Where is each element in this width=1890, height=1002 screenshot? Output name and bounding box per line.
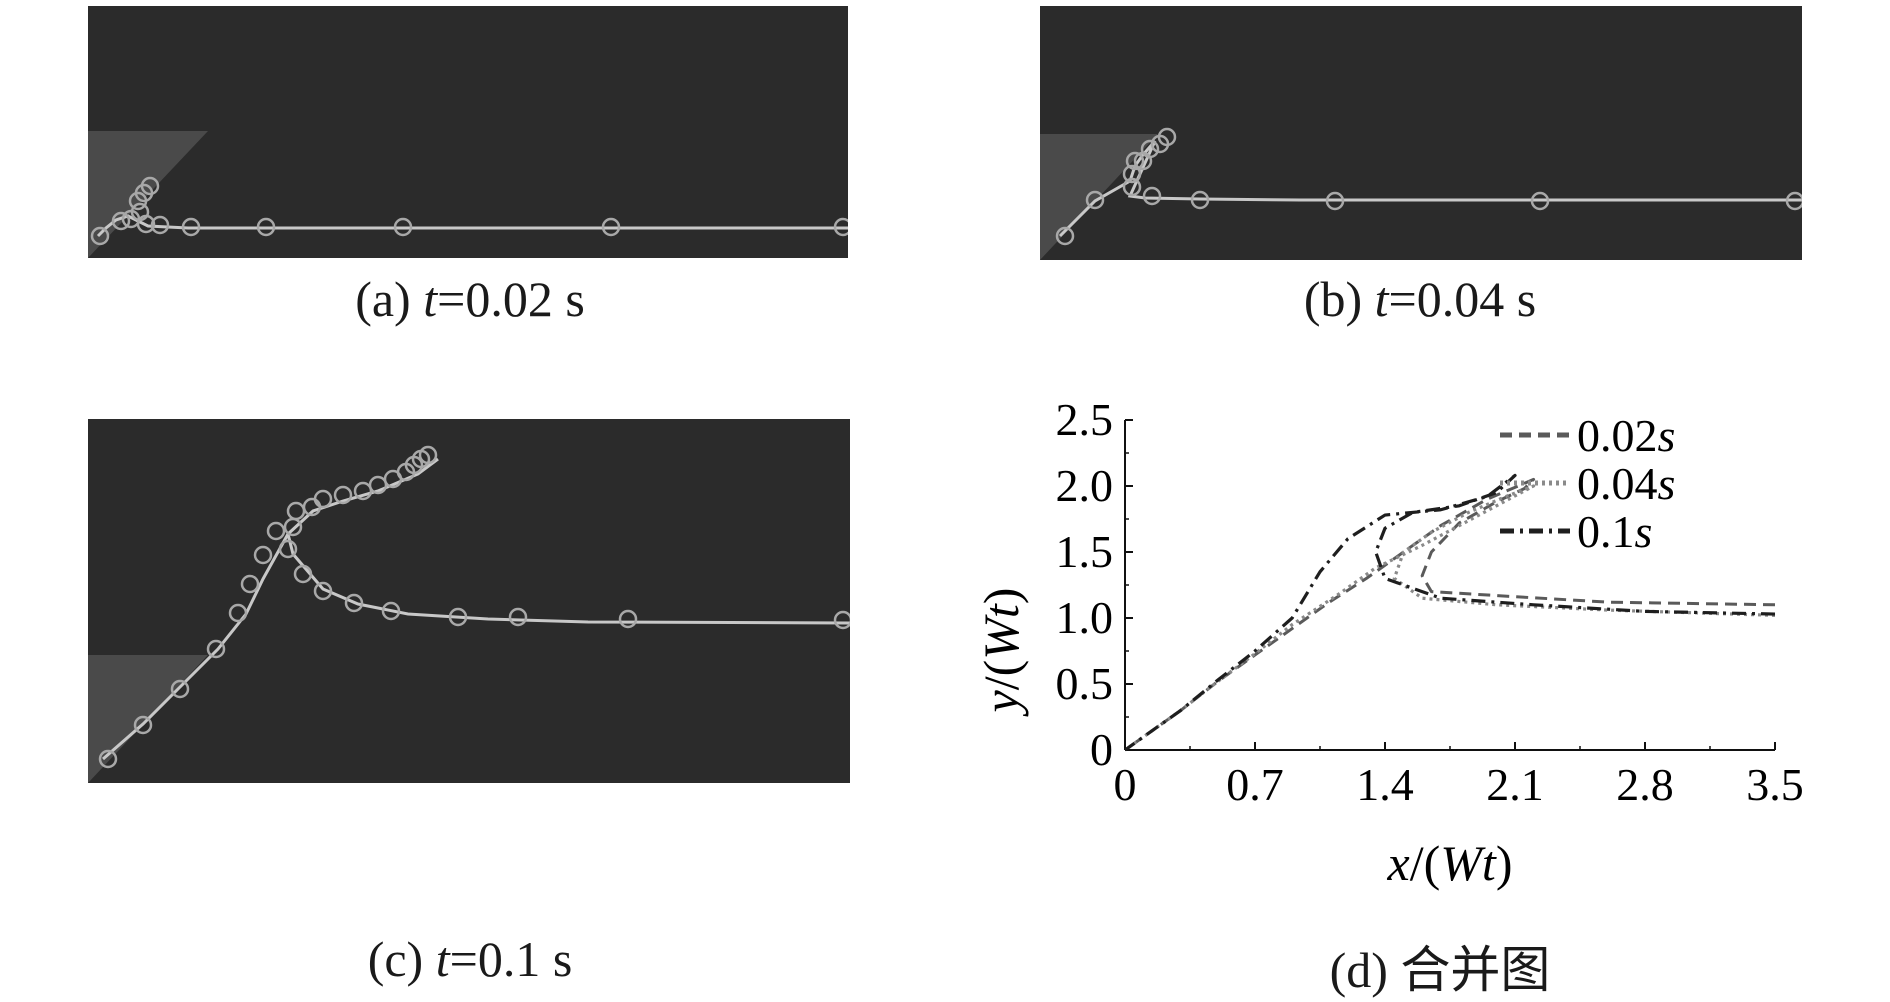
sim-panel-c	[88, 419, 850, 783]
fiber-c	[102, 457, 850, 761]
caption-a-eq: =0.02 s	[437, 271, 585, 327]
caption-b-letter: (b)	[1303, 271, 1363, 327]
series-line-0_02	[1124, 477, 1776, 752]
legend-value: 0.04	[1577, 458, 1658, 509]
caption-a: (a) t=0.02 s	[300, 270, 640, 328]
y-tick-label: 2.0	[1056, 460, 1114, 511]
caption-c-letter: (c)	[367, 931, 424, 987]
y-tick-label: 2.5	[1056, 400, 1114, 445]
caption-c: (c) t=0.1 s	[300, 930, 640, 988]
y-axis-var2: Wt	[973, 603, 1029, 660]
legend-label: 0.1s	[1577, 506, 1652, 557]
x-tick-label: 1.4	[1356, 759, 1414, 810]
x-axis-close: )	[1496, 835, 1513, 891]
x-axis-rest: /(	[1410, 835, 1441, 891]
y-tick-label: 1.0	[1056, 592, 1114, 643]
legend-unit: s	[1635, 506, 1653, 557]
x-tick-label: 3.5	[1746, 759, 1804, 810]
legend-unit: s	[1658, 410, 1676, 461]
caption-b-eq: =0.04 s	[1388, 271, 1537, 327]
legend-value: 0.02	[1577, 410, 1658, 461]
caption-b: (b) t=0.04 s	[1250, 270, 1590, 328]
y-axis-label: y/(Wt)	[973, 588, 1029, 718]
caption-d: (d) 合并图	[1329, 942, 1551, 998]
legend-label: 0.02s	[1577, 410, 1675, 461]
caption-a-t: t	[423, 271, 438, 327]
markers-b	[1055, 127, 1802, 246]
fiber-b	[1058, 140, 1802, 238]
x-axis-label: x/(Wt)	[1387, 835, 1513, 891]
x-tick-label: 0	[1114, 759, 1137, 810]
x-tick-label: 2.1	[1486, 759, 1544, 810]
caption-c-t: t	[435, 931, 450, 987]
x-axis-var: x	[1387, 835, 1410, 891]
fiber-a	[96, 214, 848, 238]
caption-c-eq: =0.1 s	[449, 931, 573, 987]
x-axis-var2: Wt	[1440, 835, 1497, 891]
legend-label: 0.04s	[1577, 458, 1675, 509]
sim-panel-a	[88, 6, 848, 258]
combined-chart: 0 0.7 1.4 2.1 2.8 3.500.51.01.52.02.5 0.02s0.…	[973, 400, 1804, 891]
sim-panel-b	[1040, 6, 1802, 260]
legend-value: 0.1	[1577, 506, 1635, 557]
legend-unit: s	[1658, 458, 1676, 509]
y-tick-label: 0.5	[1056, 658, 1114, 709]
y-axis-rest: /(	[973, 660, 1029, 691]
caption-b-t: t	[1374, 271, 1389, 327]
series-line-0_1	[1124, 473, 1776, 752]
caption-a-letter: (a)	[355, 271, 411, 327]
x-tick-label: 2.8	[1616, 759, 1674, 810]
markers-c	[98, 445, 850, 769]
chart-series	[1124, 473, 1776, 752]
x-tick-label: 0.7	[1226, 759, 1284, 810]
y-axis-close: )	[973, 588, 1029, 605]
series-line-0_04	[1124, 484, 1776, 752]
y-tick-label: 1.5	[1056, 526, 1114, 577]
y-axis-var: y	[973, 689, 1029, 717]
markers-a	[90, 176, 848, 246]
chart-axes: 0 0.7 1.4 2.1 2.8 3.500.51.01.52.02.5	[1056, 400, 1804, 810]
y-tick-label: 0	[1090, 724, 1113, 775]
